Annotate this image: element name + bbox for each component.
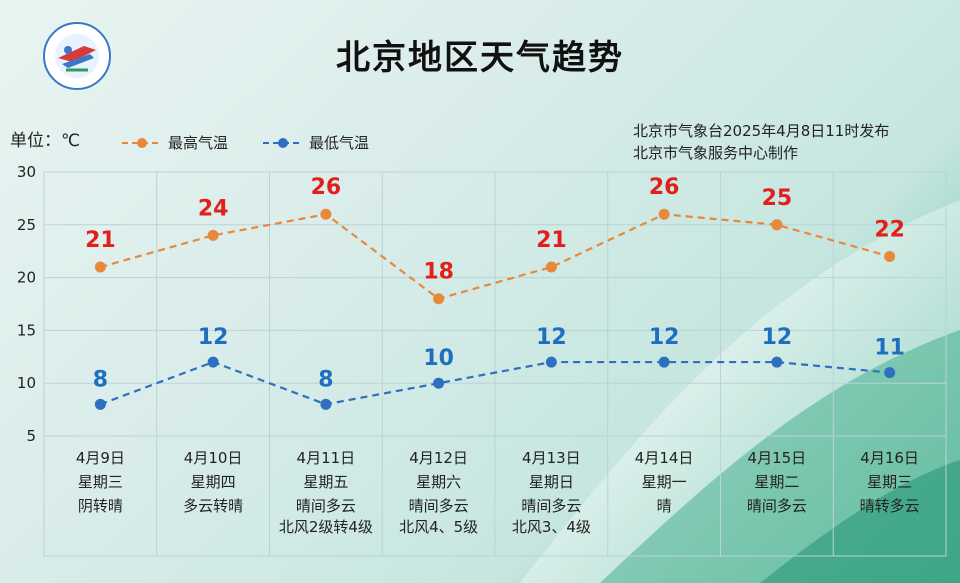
low-temp-line	[99, 360, 890, 406]
y-tick-label: 30	[17, 163, 36, 181]
category-column: 4月13日星期日晴间多云北风3、4级	[495, 446, 608, 536]
weekday-label: 星期三	[867, 473, 913, 491]
weekday-label: 星期日	[528, 473, 574, 491]
low-temp-point	[658, 356, 670, 368]
weekday-label: 星期五	[303, 473, 349, 491]
date-label: 4月10日	[183, 449, 243, 467]
high-temp-data-label: 18	[423, 260, 454, 285]
date-label: 4月15日	[747, 449, 807, 467]
low-temp-point	[320, 398, 332, 410]
high-temp-point	[658, 208, 670, 220]
legend-low-marker	[263, 137, 303, 148]
weather-label: 晴间多云	[521, 497, 582, 515]
page-title: 北京地区天气趋势	[336, 38, 624, 78]
legend-low-label: 最低气温	[309, 134, 370, 152]
wind-label: 北风2级转4级	[278, 518, 373, 536]
weather-label: 晴间多云	[408, 497, 469, 515]
legend-high: 最高气温	[122, 132, 228, 153]
low-temp-point	[433, 377, 445, 389]
low-temp-point	[884, 367, 896, 379]
category-column: 4月14日星期一晴	[608, 446, 721, 518]
y-tick-label: 20	[17, 269, 36, 287]
high-temp-data-label: 21	[536, 228, 567, 253]
weather-label: 晴间多云	[295, 497, 356, 515]
date-label: 4月11日	[296, 449, 356, 467]
weekday-label: 星期三	[77, 473, 123, 491]
low-temp-point	[545, 356, 557, 368]
legend-low: 最低气温	[263, 132, 369, 153]
weather-label: 晴	[656, 497, 672, 515]
low-temp-data-label: 12	[762, 325, 793, 350]
issuer-info: 北京市气象台2025年4月8日11时发布 北京市气象服务中心制作	[633, 120, 889, 164]
date-label: 4月16日	[860, 449, 919, 467]
high-temp-point	[94, 261, 106, 273]
high-temp-data-label: 24	[198, 196, 229, 221]
high-temp-point	[884, 250, 896, 262]
date-label: 4月9日	[75, 449, 125, 467]
high-temp-point	[545, 261, 557, 273]
high-temp-point	[433, 293, 445, 305]
high-temp-data-label: 21	[85, 228, 116, 253]
date-label: 4月14日	[634, 449, 694, 467]
category-column: 4月16日星期三晴转多云	[833, 446, 946, 518]
low-temp-point	[94, 398, 106, 410]
category-column: 4月10日星期四多云转晴	[157, 446, 270, 518]
weekday-label: 星期六	[416, 473, 462, 491]
weather-label: 晴间多云	[746, 497, 807, 515]
low-temp-data-label: 12	[649, 325, 680, 350]
low-temp-point	[207, 356, 219, 368]
high-temp-data-label: 22	[874, 217, 905, 242]
category-column: 4月11日星期五晴间多云北风2级转4级	[270, 446, 383, 536]
y-tick-label: 5	[26, 427, 36, 445]
high-temp-point	[320, 208, 332, 220]
high-temp-data-label: 26	[311, 175, 342, 200]
wind-label: 北风3、4级	[511, 518, 591, 536]
date-label: 4月12日	[409, 449, 468, 467]
weekday-label: 星期四	[190, 473, 236, 491]
wind-label: 北风4、5级	[399, 518, 479, 536]
legend-high-label: 最高气温	[168, 134, 229, 152]
low-temp-data-label: 8	[318, 367, 333, 392]
legend-high-marker	[122, 137, 162, 148]
high-temp-line	[100, 213, 890, 300]
category-column: 4月9日星期三阴转晴	[44, 446, 157, 518]
low-temp-data-label: 10	[423, 346, 454, 371]
high-temp-data-label: 26	[649, 175, 680, 200]
category-column: 4月12日星期六晴间多云北风4、5级	[382, 446, 495, 536]
high-temp-data-label: 25	[762, 186, 793, 211]
weather-label: 阴转晴	[77, 497, 123, 515]
y-tick-label: 15	[17, 321, 36, 339]
low-temp-data-label: 12	[536, 325, 567, 350]
high-temp-point	[207, 229, 219, 241]
weekday-label: 星期二	[754, 473, 800, 491]
low-temp-data-label: 11	[874, 336, 905, 361]
low-temp-data-label: 8	[93, 367, 108, 392]
meteorological-service-logo	[38, 20, 116, 92]
low-temp-point	[771, 356, 783, 368]
low-temp-data-label: 12	[198, 325, 229, 350]
category-column: 4月15日星期二晴间多云	[721, 446, 834, 518]
weekday-label: 星期一	[641, 473, 687, 491]
y-tick-label: 10	[17, 374, 36, 392]
issuer-line2: 北京市气象服务中心制作	[633, 144, 799, 162]
issuer-line1: 北京市气象台2025年4月8日11时发布	[633, 122, 890, 140]
date-label: 4月13日	[522, 449, 581, 467]
weather-label: 晴转多云	[859, 497, 920, 515]
unit-label: 单位：℃	[10, 131, 81, 151]
y-tick-label: 25	[17, 216, 36, 234]
high-temp-point	[771, 219, 783, 231]
weather-label: 多云转晴	[183, 497, 244, 515]
